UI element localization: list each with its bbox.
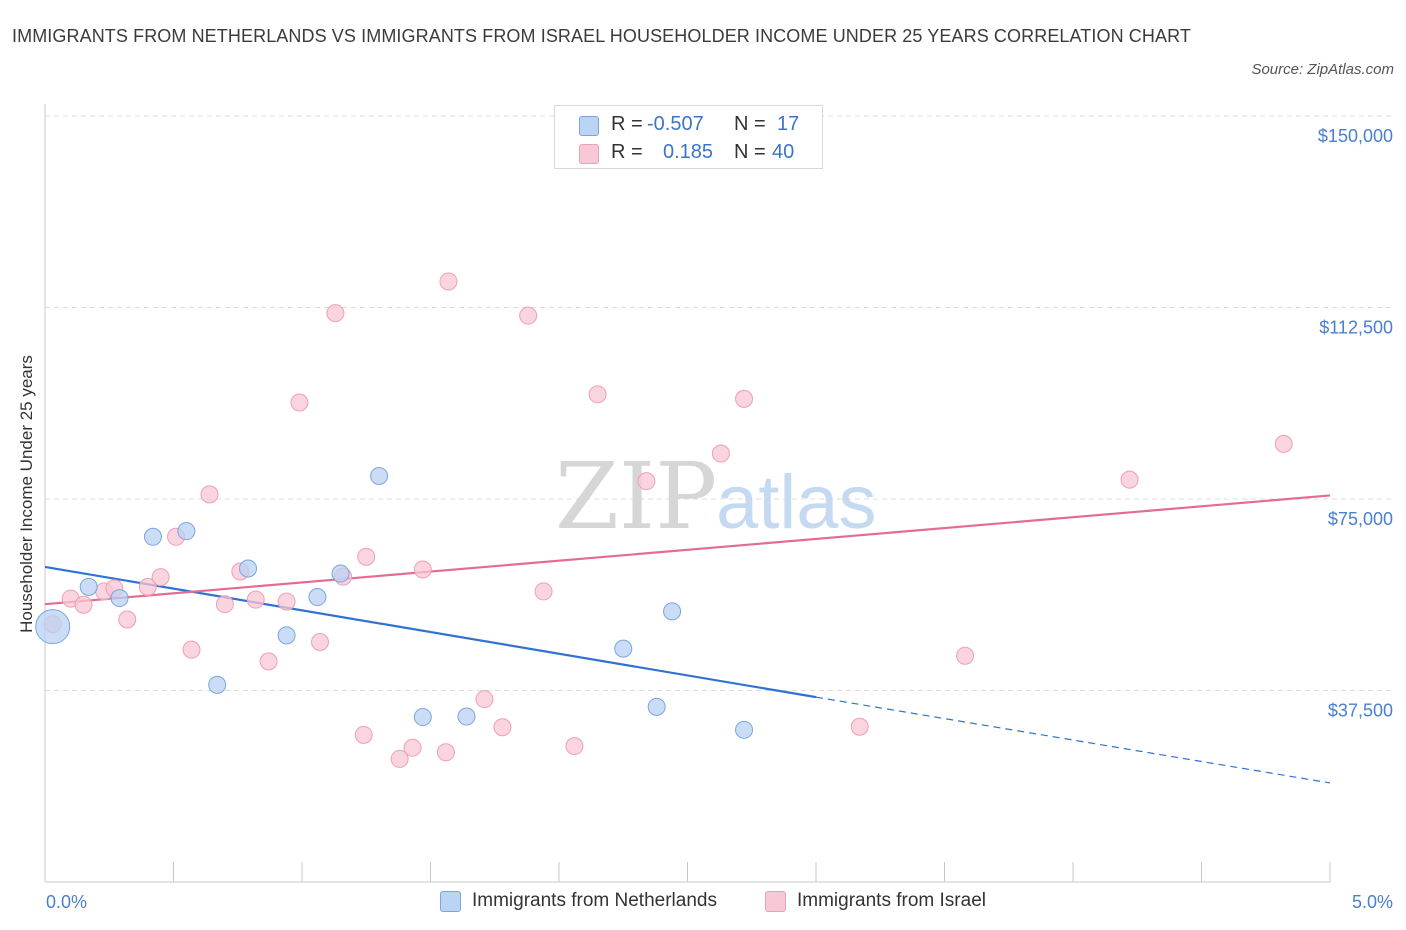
netherlands-point	[143, 527, 162, 546]
watermark: ZIP atlas	[555, 443, 877, 550]
netherlands-point	[663, 602, 682, 621]
israel-point	[956, 646, 975, 665]
israel-point	[246, 590, 265, 609]
israel-point	[735, 389, 754, 408]
israel-point	[200, 485, 219, 504]
correlation-legend: R = -0.507 N = 17 R = 0.185 N = 40	[554, 105, 823, 169]
israel-point	[493, 718, 512, 737]
netherlands-point	[735, 720, 754, 739]
x-tick-label: 0.0%	[46, 892, 87, 912]
israel-point	[390, 749, 409, 768]
israel-point	[1120, 470, 1139, 489]
watermark-zip: ZIP	[555, 443, 717, 550]
israel-swatch	[765, 891, 786, 912]
axis-labels: Householder Income Under 25 years $37,50…	[17, 126, 1393, 912]
axes	[44, 104, 1331, 883]
n-value: 40	[772, 141, 795, 163]
israel-point	[182, 640, 201, 659]
netherlands-point	[79, 577, 98, 596]
r-label: R =	[611, 113, 643, 135]
israel-point	[519, 306, 538, 325]
netherlands-point	[239, 559, 258, 578]
israel-point	[118, 610, 137, 629]
israel-point	[357, 547, 376, 566]
netherlands-point	[457, 707, 476, 726]
n-label: N =	[734, 113, 766, 135]
data-points	[35, 272, 1293, 768]
netherlands-point	[208, 675, 227, 694]
israel-point	[403, 738, 422, 757]
israel-point	[534, 582, 553, 601]
israel-point	[565, 737, 584, 756]
n-value: 17	[777, 113, 800, 135]
netherlands-point	[614, 639, 633, 658]
y-tick-label: $75,000	[1328, 509, 1393, 529]
r-value: -0.507	[647, 113, 704, 135]
n-label: N =	[734, 141, 766, 163]
israel-point	[439, 272, 458, 291]
israel-swatch	[579, 144, 599, 164]
israel-point	[74, 595, 93, 614]
netherlands-point	[110, 589, 129, 608]
netherlands-point	[35, 609, 71, 645]
y-tick-label: $112,500	[1319, 318, 1393, 338]
israel-trend-line	[44, 494, 1331, 606]
netherlands-swatch	[579, 116, 599, 136]
israel-point	[588, 385, 607, 404]
r-label: R =	[611, 141, 643, 163]
netherlands-point	[177, 522, 196, 541]
netherlands-trend-line	[44, 565, 817, 699]
israel-point	[290, 393, 309, 412]
israel-point	[259, 652, 278, 671]
netherlands-point	[413, 708, 432, 727]
netherlands-trend-extension	[815, 696, 1331, 784]
netherlands-point	[331, 564, 350, 583]
israel-point	[354, 725, 373, 744]
israel-legend-label: Immigrants from Israel	[797, 890, 986, 911]
watermark-atlas: atlas	[716, 460, 877, 545]
x-tick-label: 5.0%	[1352, 892, 1393, 912]
israel-point	[436, 743, 455, 762]
netherlands-point	[277, 626, 296, 645]
israel-point	[138, 577, 157, 596]
israel-point	[850, 717, 869, 736]
israel-point	[326, 304, 345, 323]
r-value: 0.185	[663, 141, 714, 163]
israel-point	[277, 592, 296, 611]
netherlands-legend-label: Immigrants from Netherlands	[472, 890, 717, 911]
y-tick-label: $150,000	[1318, 126, 1393, 146]
grid-lines	[45, 115, 1395, 691]
netherlands-point	[308, 588, 327, 607]
israel-point	[413, 560, 432, 579]
y-tick-label: $37,500	[1328, 701, 1393, 721]
israel-point	[475, 690, 494, 709]
netherlands-swatch	[440, 891, 461, 912]
israel-point	[151, 568, 170, 587]
source-label: Source: ZipAtlas.com	[1251, 61, 1394, 78]
israel-point	[637, 472, 656, 491]
netherlands-point	[370, 467, 389, 486]
israel-point	[1274, 434, 1293, 453]
israel-point	[711, 444, 730, 463]
netherlands-point	[647, 697, 666, 716]
israel-point	[310, 632, 329, 651]
chart-title: IMMIGRANTS FROM NETHERLANDS VS IMMIGRANT…	[12, 26, 1191, 46]
y-axis-label: Householder Income Under 25 years	[17, 355, 36, 633]
israel-point	[215, 595, 234, 614]
trend-lines	[44, 494, 1331, 784]
